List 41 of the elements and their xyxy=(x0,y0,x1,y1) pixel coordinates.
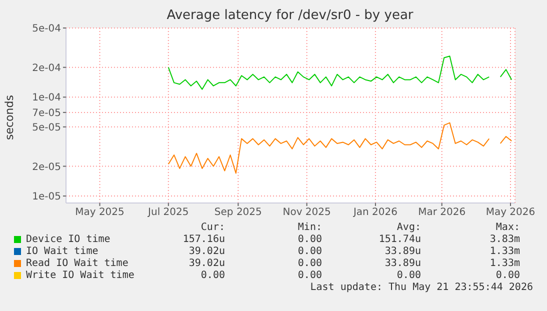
text: 0.00 xyxy=(296,258,322,269)
text: 0.00 xyxy=(296,270,322,281)
text: Cur: xyxy=(200,222,225,233)
y-tick-label: 5e-04 xyxy=(32,24,61,35)
legend-label: Write IO Wait time xyxy=(26,270,134,281)
y-tick-label: 2e-05 xyxy=(32,162,61,173)
y-tick-label: 1e-05 xyxy=(32,192,61,203)
text: 33.89u xyxy=(384,246,421,257)
y-tick-label: 2e-04 xyxy=(32,62,61,74)
text: 39.02u xyxy=(188,246,225,257)
x-tick-label: Sep 2025 xyxy=(214,207,262,218)
text: 3.83m xyxy=(488,234,520,245)
y-tick-label: 1e-04 xyxy=(32,92,61,104)
x-tick-label: May 2025 xyxy=(75,207,124,218)
text: 0.00 xyxy=(396,270,421,281)
text: 0.00 xyxy=(494,270,520,281)
text: 1.33m xyxy=(488,258,520,269)
text: 157.16u xyxy=(182,234,225,245)
legend-label: Device IO time xyxy=(26,234,110,245)
x-tick-label: Jul 2025 xyxy=(147,207,189,218)
x-tick-label: Nov 2025 xyxy=(282,207,331,218)
text: 0.00 xyxy=(200,270,225,281)
legend-label: Read IO Wait time xyxy=(26,258,128,269)
x-tick-label: May 2026 xyxy=(486,207,536,218)
text: 39.02u xyxy=(188,258,225,269)
text: 33.89u xyxy=(384,258,421,269)
text: Last update: Thu May 21 23:55:44 2026 xyxy=(310,282,533,293)
text: Max: xyxy=(494,222,520,233)
text: Min: xyxy=(296,222,322,233)
x-tick-label: Jan 2026 xyxy=(352,207,398,218)
y-axis-title: seconds xyxy=(3,95,16,140)
y-tick-label: 7e-05 xyxy=(32,108,61,119)
y-tick-label: 5e-05 xyxy=(32,122,61,134)
x-tick-label: Mar 2026 xyxy=(418,207,466,218)
text: 0.00 xyxy=(296,234,322,245)
text: Avg: xyxy=(396,222,421,233)
text: 1.33m xyxy=(488,246,520,257)
legend-label: IO Wait time xyxy=(26,246,98,257)
chart-title: Average latency for /dev/sr0 - by year xyxy=(166,8,414,23)
text: 0.00 xyxy=(296,246,322,257)
text: 151.74u xyxy=(378,234,421,245)
